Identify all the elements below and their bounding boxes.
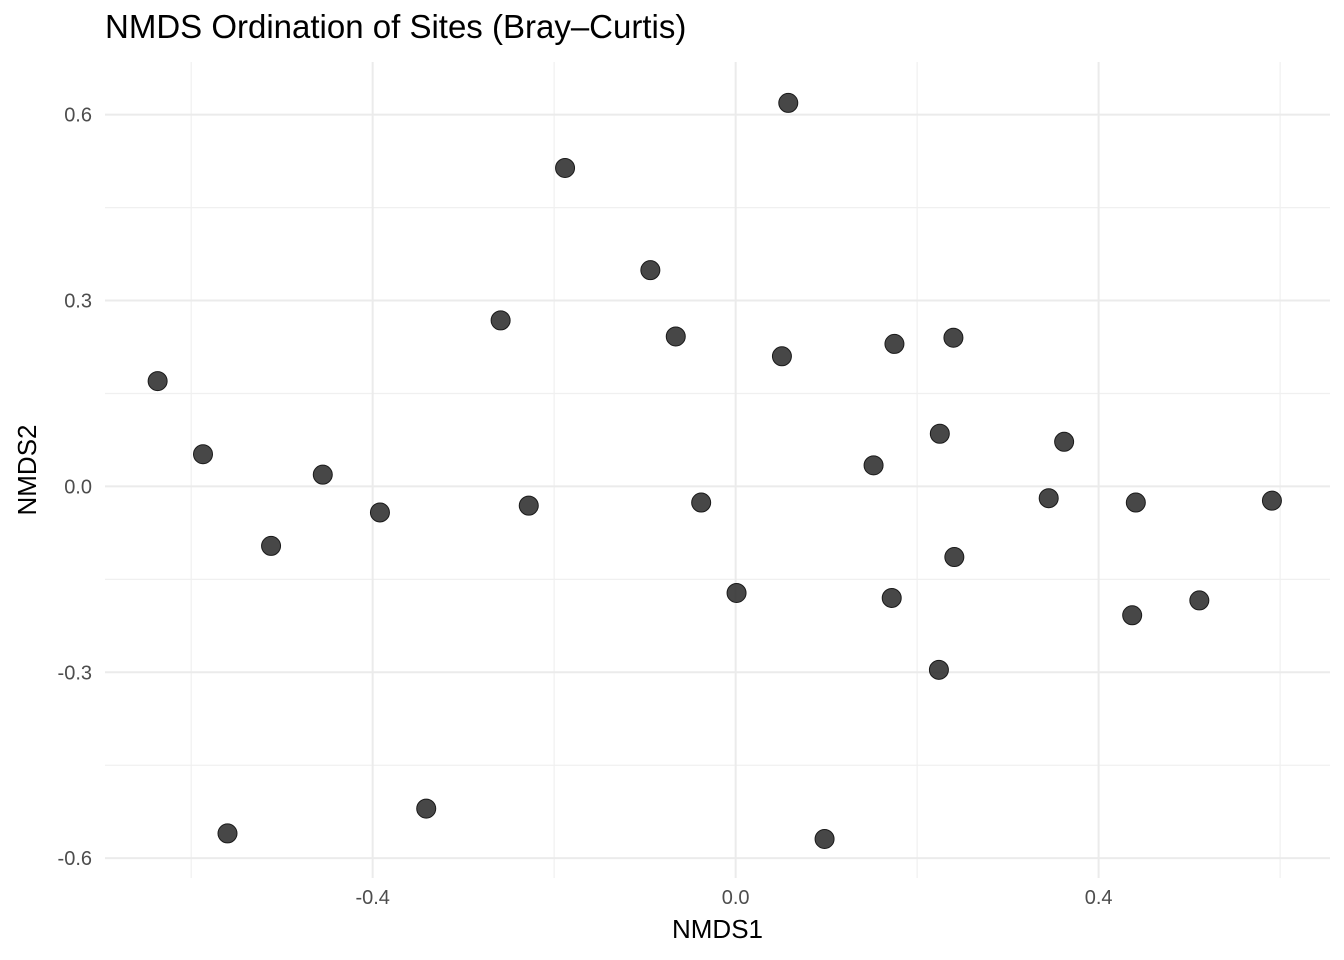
data-point bbox=[863, 455, 884, 476]
data-point bbox=[1122, 605, 1143, 626]
minor-gridlines bbox=[105, 62, 1330, 878]
data-point bbox=[369, 502, 390, 523]
data-point bbox=[147, 371, 168, 392]
data-point bbox=[1054, 431, 1075, 452]
data-point bbox=[1125, 492, 1146, 513]
data-point bbox=[943, 327, 964, 348]
chart-title: NMDS Ordination of Sites (Bray–Curtis) bbox=[105, 8, 687, 45]
data-point bbox=[814, 828, 835, 849]
data-point bbox=[726, 582, 747, 603]
data-points bbox=[147, 92, 1282, 849]
data-point bbox=[778, 92, 799, 113]
data-point bbox=[555, 157, 576, 178]
data-point bbox=[1038, 488, 1059, 509]
data-point bbox=[928, 659, 949, 680]
x-tick-label: -0.4 bbox=[355, 887, 389, 909]
data-point bbox=[691, 492, 712, 513]
y-axis-ticks: 0.6 0.3 0.0 -0.3 -0.6 bbox=[58, 105, 92, 871]
y-tick-label: -0.6 bbox=[58, 848, 92, 870]
data-point bbox=[640, 260, 661, 281]
y-tick-label: -0.3 bbox=[58, 662, 92, 684]
x-tick-label: 0.4 bbox=[1085, 887, 1113, 909]
y-axis-title: NMDS2 bbox=[12, 424, 42, 515]
x-axis-title: NMDS1 bbox=[672, 914, 763, 944]
data-point bbox=[261, 535, 282, 556]
major-gridlines bbox=[105, 62, 1330, 878]
data-point bbox=[518, 495, 539, 516]
data-point bbox=[416, 798, 437, 819]
data-point bbox=[1261, 490, 1282, 511]
data-point bbox=[217, 823, 238, 844]
data-point bbox=[193, 444, 213, 465]
x-axis-ticks: -0.4 0.0 0.4 bbox=[355, 887, 1112, 909]
data-point bbox=[884, 333, 905, 354]
data-point bbox=[771, 346, 792, 367]
y-tick-label: 0.3 bbox=[64, 291, 92, 313]
x-tick-label: 0.0 bbox=[722, 887, 750, 909]
data-point bbox=[944, 547, 965, 568]
data-point bbox=[881, 587, 902, 608]
data-point bbox=[929, 423, 950, 444]
data-point bbox=[1189, 590, 1210, 611]
y-tick-label: 0.6 bbox=[64, 105, 92, 127]
data-point bbox=[665, 326, 686, 347]
y-tick-label: 0.0 bbox=[64, 476, 92, 498]
data-point bbox=[490, 310, 511, 331]
data-point bbox=[312, 464, 333, 485]
